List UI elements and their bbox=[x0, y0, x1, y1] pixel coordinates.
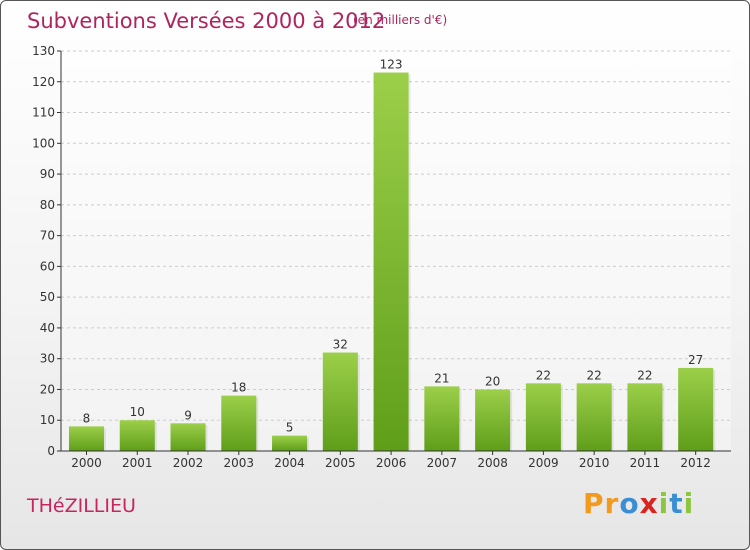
x-tick-label: 2000 bbox=[71, 456, 102, 470]
bar bbox=[525, 383, 561, 451]
x-tick-label: 2009 bbox=[528, 456, 559, 470]
bar-value-label: 22 bbox=[587, 368, 602, 382]
chart-subtitle: (en milliers d'€) bbox=[353, 13, 448, 27]
bar-value-label: 22 bbox=[536, 368, 551, 382]
y-tick-label: 110 bbox=[32, 106, 55, 120]
bar-value-label: 20 bbox=[485, 374, 500, 388]
x-tick-label: 2001 bbox=[122, 456, 153, 470]
x-tick-label: 2012 bbox=[680, 456, 711, 470]
y-tick-label: 130 bbox=[32, 44, 55, 58]
grid-lines bbox=[61, 50, 731, 421]
bar bbox=[576, 383, 612, 451]
bar-value-label: 32 bbox=[333, 338, 348, 352]
bar-value-label: 21 bbox=[434, 371, 449, 385]
x-tick-label: 2008 bbox=[477, 456, 508, 470]
bar bbox=[119, 420, 155, 451]
x-tick-label: 2003 bbox=[224, 456, 255, 470]
bar-value-label: 10 bbox=[130, 405, 145, 419]
bar bbox=[322, 352, 358, 451]
logo-letter: x bbox=[639, 487, 659, 520]
bar bbox=[373, 72, 409, 452]
y-tick-label: 120 bbox=[32, 75, 55, 89]
bar-value-label: 8 bbox=[83, 411, 91, 425]
x-tick-label: 2005 bbox=[325, 456, 356, 470]
y-tick-label: 50 bbox=[40, 290, 55, 304]
bar bbox=[68, 426, 105, 451]
bar-value-label: 9 bbox=[184, 408, 192, 422]
x-tick-label: 2007 bbox=[427, 456, 458, 470]
y-tick-label: 10 bbox=[40, 413, 55, 427]
x-tick-label: 2011 bbox=[630, 456, 661, 470]
bar-value-label: 27 bbox=[688, 353, 703, 367]
logo-letter: i bbox=[658, 487, 670, 520]
bar-value-label: 22 bbox=[637, 368, 652, 382]
bar-value-label: 123 bbox=[380, 58, 403, 72]
bar bbox=[627, 383, 663, 451]
bar-value-label: 18 bbox=[231, 381, 246, 395]
y-tick-label: 30 bbox=[40, 352, 55, 366]
bar-value-label: 5 bbox=[286, 421, 294, 435]
y-tick-label: 90 bbox=[40, 167, 55, 181]
logo-letter: r bbox=[604, 487, 620, 520]
proxiti-logo: Proxiti bbox=[583, 487, 694, 520]
y-tick-label: 70 bbox=[40, 229, 55, 243]
logo-letter: i bbox=[683, 487, 695, 520]
x-tick-label: 2004 bbox=[274, 456, 305, 470]
bar bbox=[475, 389, 511, 451]
bar bbox=[221, 395, 257, 451]
x-tick-label: 2010 bbox=[579, 456, 610, 470]
y-tick-label: 20 bbox=[40, 382, 55, 396]
bar bbox=[678, 367, 714, 451]
y-tick-label: 80 bbox=[40, 198, 55, 212]
logo-letter: P bbox=[583, 487, 605, 520]
y-tick-label: 0 bbox=[47, 444, 55, 458]
logo-letter: o bbox=[619, 487, 640, 520]
commune-name: THéZILLIEU bbox=[27, 495, 136, 517]
y-tick-label: 60 bbox=[40, 259, 55, 273]
y-tick-label: 100 bbox=[32, 136, 55, 150]
y-tick-label: 40 bbox=[40, 321, 55, 335]
logo-letter: t bbox=[669, 487, 684, 520]
bar bbox=[424, 386, 460, 451]
axes: 0 10 20 30 40 50 60 70 80 90 100 110 120 130 2000 2001 2… bbox=[32, 44, 731, 470]
bars: 8 10 9 18 5 32 123 21 20 22 22 22 27 bbox=[68, 58, 716, 452]
chart-title: Subventions Versées 2000 à 2012 bbox=[27, 9, 386, 33]
x-tick-label: 2002 bbox=[173, 456, 204, 470]
bar bbox=[170, 423, 206, 451]
x-tick-label: 2006 bbox=[376, 456, 407, 470]
bar bbox=[272, 435, 308, 451]
